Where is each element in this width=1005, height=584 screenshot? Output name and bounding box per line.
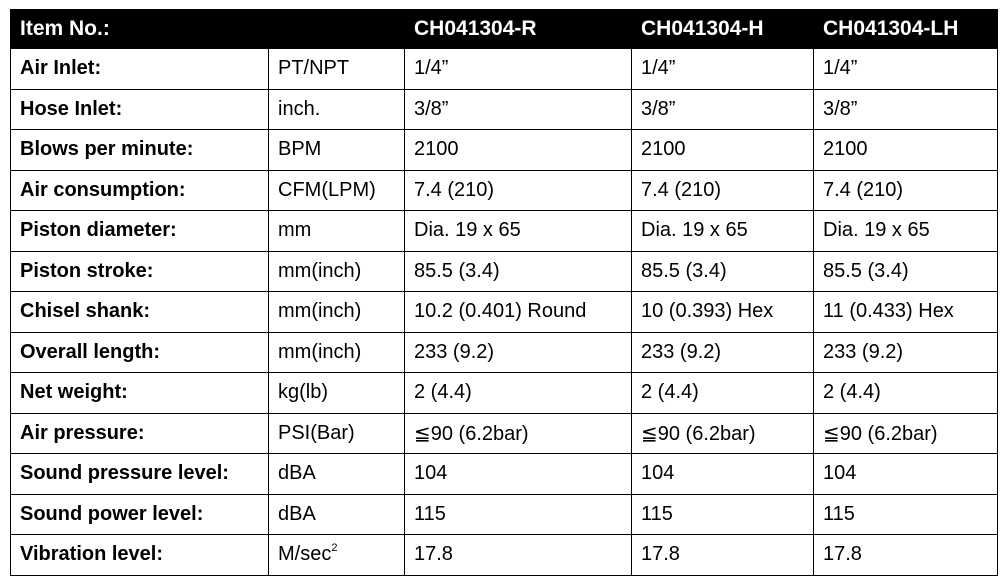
spec-table-body: Air Inlet: PT/NPT 1/4” 1/4” 1/4” Hose In… bbox=[10, 48, 998, 576]
spec-value: 2100 bbox=[813, 129, 998, 171]
header-model: CH041304-R bbox=[404, 9, 632, 49]
spec-value: 2 (4.4) bbox=[813, 372, 998, 414]
spec-unit: mm bbox=[268, 210, 405, 252]
table-row: Net weight: kg(lb) 2 (4.4) 2 (4.4) 2 (4.… bbox=[10, 372, 998, 414]
spec-value: 7.4 (210) bbox=[404, 169, 632, 211]
spec-value: 11 (0.433) Hex bbox=[813, 291, 998, 333]
spec-value: 2 (4.4) bbox=[631, 372, 814, 414]
header-item-label: Item No.: bbox=[10, 9, 269, 49]
spec-unit-text: M/sec bbox=[278, 543, 332, 566]
spec-value: 10.2 (0.401) Round bbox=[404, 291, 632, 333]
spec-label: Air pressure: bbox=[10, 412, 269, 454]
spec-value: 233 (9.2) bbox=[813, 331, 998, 373]
spec-label: Blows per minute: bbox=[10, 129, 269, 171]
spec-label: Air Inlet: bbox=[10, 48, 269, 90]
spec-value: ≦90 (6.2bar) bbox=[404, 412, 632, 454]
table-row: Blows per minute: BPM 2100 2100 2100 bbox=[10, 129, 998, 171]
table-row: Piston diameter: mm Dia. 19 x 65 Dia. 19… bbox=[10, 210, 998, 252]
spec-label: Hose Inlet: bbox=[10, 88, 269, 130]
header-row: Item No.: CH041304-R CH041304-H CH041304… bbox=[10, 9, 998, 49]
table-row: Air pressure: PSI(Bar) ≦90 (6.2bar) ≦90 … bbox=[10, 412, 998, 454]
spec-value: 233 (9.2) bbox=[631, 331, 814, 373]
spec-value: 1/4” bbox=[631, 48, 814, 90]
spec-table: Item No.: CH041304-R CH041304-H CH041304… bbox=[10, 9, 998, 576]
spec-value: Dia. 19 x 65 bbox=[813, 210, 998, 252]
spec-value: 85.5 (3.4) bbox=[404, 250, 632, 292]
header-unit-label bbox=[268, 9, 405, 49]
spec-value: 3/8” bbox=[404, 88, 632, 130]
spec-table-container: Item No.: CH041304-R CH041304-H CH041304… bbox=[10, 9, 998, 576]
spec-value: 7.4 (210) bbox=[631, 169, 814, 211]
spec-value: 233 (9.2) bbox=[404, 331, 632, 373]
spec-value: 17.8 bbox=[404, 534, 632, 576]
spec-value: 17.8 bbox=[813, 534, 998, 576]
spec-value: 85.5 (3.4) bbox=[813, 250, 998, 292]
spec-value: 3/8” bbox=[631, 88, 814, 130]
header-model: CH041304-LH bbox=[813, 9, 998, 49]
spec-value: Dia. 19 x 65 bbox=[631, 210, 814, 252]
spec-unit: BPM bbox=[268, 129, 405, 171]
spec-value: 2 (4.4) bbox=[404, 372, 632, 414]
spec-label: Net weight: bbox=[10, 372, 269, 414]
spec-value: 104 bbox=[404, 453, 632, 495]
spec-value: ≦90 (6.2bar) bbox=[631, 412, 814, 454]
spec-value: 1/4” bbox=[404, 48, 632, 90]
spec-label: Vibration level: bbox=[10, 534, 269, 576]
table-row: Overall length: mm(inch) 233 (9.2) 233 (… bbox=[10, 331, 998, 373]
spec-value: 2100 bbox=[404, 129, 632, 171]
spec-value: Dia. 19 x 65 bbox=[404, 210, 632, 252]
spec-value: 115 bbox=[813, 493, 998, 535]
spec-value: 104 bbox=[631, 453, 814, 495]
table-row: Sound power level: dBA 115 115 115 bbox=[10, 493, 998, 535]
spec-unit: M/sec2 bbox=[268, 534, 405, 576]
spec-value: 2100 bbox=[631, 129, 814, 171]
spec-unit-superscript: 2 bbox=[331, 541, 338, 554]
spec-unit: kg(lb) bbox=[268, 372, 405, 414]
spec-unit: PSI(Bar) bbox=[268, 412, 405, 454]
table-row: Air Inlet: PT/NPT 1/4” 1/4” 1/4” bbox=[10, 48, 998, 90]
spec-value: 104 bbox=[813, 453, 998, 495]
spec-unit: dBA bbox=[268, 493, 405, 535]
table-row: Hose Inlet: inch. 3/8” 3/8” 3/8” bbox=[10, 88, 998, 130]
spec-unit: mm(inch) bbox=[268, 331, 405, 373]
header-model: CH041304-H bbox=[631, 9, 814, 49]
spec-unit: CFM(LPM) bbox=[268, 169, 405, 211]
table-row: Vibration level: M/sec2 17.8 17.8 17.8 bbox=[10, 534, 998, 576]
spec-value: 1/4” bbox=[813, 48, 998, 90]
table-row: Chisel shank: mm(inch) 10.2 (0.401) Roun… bbox=[10, 291, 998, 333]
spec-value: 3/8” bbox=[813, 88, 998, 130]
spec-value: 115 bbox=[631, 493, 814, 535]
spec-value: ≦90 (6.2bar) bbox=[813, 412, 998, 454]
spec-value: 17.8 bbox=[631, 534, 814, 576]
spec-table-header: Item No.: CH041304-R CH041304-H CH041304… bbox=[10, 9, 998, 49]
spec-value: 85.5 (3.4) bbox=[631, 250, 814, 292]
table-row: Sound pressure level: dBA 104 104 104 bbox=[10, 453, 998, 495]
spec-label: Sound pressure level: bbox=[10, 453, 269, 495]
spec-label: Piston diameter: bbox=[10, 210, 269, 252]
spec-unit: dBA bbox=[268, 453, 405, 495]
spec-unit: mm(inch) bbox=[268, 250, 405, 292]
spec-label: Sound power level: bbox=[10, 493, 269, 535]
spec-value: 10 (0.393) Hex bbox=[631, 291, 814, 333]
spec-value: 115 bbox=[404, 493, 632, 535]
spec-value: 7.4 (210) bbox=[813, 169, 998, 211]
table-row: Air consumption: CFM(LPM) 7.4 (210) 7.4 … bbox=[10, 169, 998, 211]
spec-unit: mm(inch) bbox=[268, 291, 405, 333]
spec-label: Piston stroke: bbox=[10, 250, 269, 292]
spec-label: Chisel shank: bbox=[10, 291, 269, 333]
spec-label: Overall length: bbox=[10, 331, 269, 373]
spec-unit: PT/NPT bbox=[268, 48, 405, 90]
table-row: Piston stroke: mm(inch) 85.5 (3.4) 85.5 … bbox=[10, 250, 998, 292]
spec-label: Air consumption: bbox=[10, 169, 269, 211]
spec-unit: inch. bbox=[268, 88, 405, 130]
